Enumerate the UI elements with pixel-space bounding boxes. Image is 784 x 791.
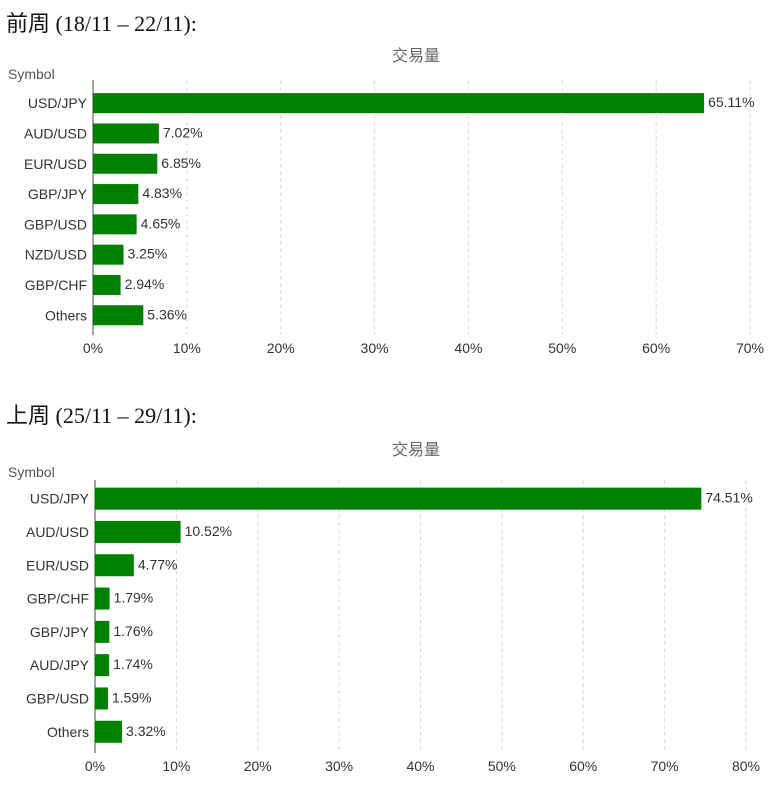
category-label: GBP/USD <box>24 216 87 232</box>
bar <box>93 123 159 144</box>
category-label: GBP/CHF <box>25 277 87 293</box>
data-label: 1.59% <box>112 689 152 705</box>
category-label: GBP/JPY <box>30 624 90 640</box>
x-tick-label: 10% <box>162 758 190 774</box>
data-label: 2.94% <box>125 276 165 292</box>
data-label: 4.65% <box>141 215 181 231</box>
x-tick-label: 10% <box>173 340 201 356</box>
category-label: NZD/USD <box>25 247 87 263</box>
chart-section-previous-week: 前周 (18/11 – 22/11): 交易量 Symbol 0% 10% 20% 3… <box>0 0 784 370</box>
data-label: 3.25% <box>128 246 168 262</box>
data-label: 7.02% <box>163 124 203 140</box>
category-label: AUD/USD <box>24 125 87 141</box>
bar <box>95 654 110 677</box>
chart-section-last-week: 上周 (25/11 – 29/11): 交易量 Symbol 0% 10% 20% 3… <box>0 392 784 791</box>
x-tick-label: 30% <box>325 758 353 774</box>
x-tick-label: 0% <box>83 340 103 356</box>
category-label: GBP/CHF <box>27 591 89 607</box>
data-label: 1.74% <box>113 656 153 672</box>
x-tick-label: 0% <box>85 758 105 774</box>
y-axis-label: Symbol <box>8 66 55 82</box>
data-label: 1.79% <box>114 590 154 606</box>
data-label: 1.76% <box>113 623 153 639</box>
x-tick-label: 70% <box>651 758 679 774</box>
x-tick-label: 80% <box>732 758 760 774</box>
chart-title: 交易量 <box>391 46 440 65</box>
section-heading: 上周 (25/11 – 29/11): <box>6 403 197 428</box>
bar <box>93 305 144 326</box>
x-tick-label: 50% <box>488 758 516 774</box>
x-tick-label: 60% <box>569 758 597 774</box>
data-label: 4.77% <box>138 556 178 572</box>
bar <box>93 244 124 265</box>
data-label: 10.52% <box>185 523 232 539</box>
x-tick-label: 30% <box>361 340 389 356</box>
data-label: 5.36% <box>147 306 187 322</box>
category-label: Others <box>47 724 89 740</box>
x-tick-label: 70% <box>736 340 764 356</box>
x-tick-label: 60% <box>642 340 670 356</box>
bar <box>95 587 110 610</box>
bar <box>95 687 108 710</box>
data-label: 65.11% <box>708 94 754 110</box>
category-label: Others <box>45 307 87 323</box>
bar-chart: 0% 10% 20% 30% 40% 50% 60% 70% USD/JPY 65.11% AUD/… <box>24 80 764 356</box>
chart-title: 交易量 <box>391 440 440 459</box>
bar-chart: 0% 10% 20% 30% 40% 50% 60% 70% 80% USD/JPY 74.51% A… <box>26 480 760 774</box>
data-label: 4.83% <box>142 185 182 201</box>
category-label: USD/JPY <box>30 491 90 507</box>
category-label: AUD/USD <box>26 524 89 540</box>
category-label: EUR/USD <box>24 156 87 172</box>
bar <box>95 487 702 510</box>
bar <box>93 274 121 295</box>
bar <box>95 554 134 577</box>
x-tick-label: 20% <box>244 758 272 774</box>
bar <box>95 720 123 743</box>
category-label: EUR/USD <box>26 557 89 573</box>
bar <box>95 620 110 643</box>
bar <box>93 153 158 174</box>
x-tick-label: 20% <box>267 340 295 356</box>
data-label: 74.51% <box>705 490 752 506</box>
bar <box>93 93 705 114</box>
x-tick-label: 40% <box>406 758 434 774</box>
category-label: USD/JPY <box>28 95 88 111</box>
data-label: 3.32% <box>126 723 166 739</box>
bar <box>93 184 139 205</box>
y-axis-label: Symbol <box>8 464 55 480</box>
category-label: GBP/JPY <box>28 186 88 202</box>
section-heading: 前周 (18/11 – 22/11): <box>6 11 197 36</box>
bar <box>93 214 137 235</box>
x-tick-label: 40% <box>454 340 482 356</box>
x-tick-label: 50% <box>548 340 576 356</box>
category-label: GBP/USD <box>26 690 89 706</box>
category-label: AUD/JPY <box>30 657 90 673</box>
bar <box>95 520 181 543</box>
data-label: 6.85% <box>161 155 201 171</box>
